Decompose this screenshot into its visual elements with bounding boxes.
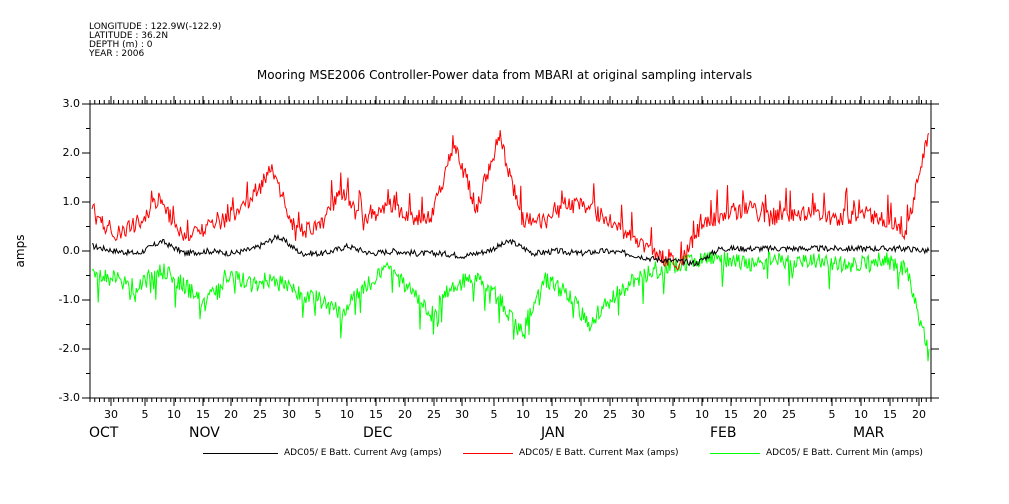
x-tick-label: 5 — [490, 408, 498, 421]
x-tick-label: 10 — [340, 408, 354, 421]
year-label: YEAR : 2006 — [89, 49, 145, 59]
legend-label-avg: ADC05/ E Batt. Current Avg (amps) — [284, 448, 442, 458]
x-tick-label: 15 — [724, 408, 738, 421]
month-label: JAN — [541, 425, 565, 441]
x-tick-label: 25 — [427, 408, 441, 421]
legend-swatch-avg — [203, 453, 278, 454]
series-line-avg — [91, 233, 930, 267]
x-tick-label: 25 — [253, 408, 267, 421]
x-tick-label: 25 — [603, 408, 617, 421]
longitude-label: LONGITUDE : 122.9W(-122.9) — [89, 22, 222, 32]
y-tick-label: 2.0 — [62, 146, 81, 159]
series-line-min — [91, 249, 930, 362]
x-tick-label: 25 — [782, 408, 796, 421]
y-tick-label: 3.0 — [62, 97, 81, 110]
x-tick-label: 15 — [369, 408, 383, 421]
x-tick-label: 20 — [912, 408, 926, 421]
x-tick-label: 30 — [282, 408, 296, 421]
chart-title: Mooring MSE2006 Controller-Power data fr… — [256, 68, 753, 82]
x-tick-label: 30 — [631, 408, 645, 421]
legend-swatch-max — [463, 453, 513, 454]
x-tick-label: 30 — [455, 408, 469, 421]
x-tick-label: 10 — [695, 408, 709, 421]
x-tick-label: 15 — [883, 408, 897, 421]
x-tick-label: 10 — [167, 408, 181, 421]
x-tick-label: 15 — [545, 408, 559, 421]
legend-label-max: ADC05/ E Batt. Current Max (amps) — [519, 448, 679, 458]
x-tick-label: 5 — [141, 408, 149, 421]
month-label: MAR — [853, 425, 885, 441]
y-tick-label: 0.0 — [62, 244, 81, 257]
x-tick-label: 30 — [104, 408, 118, 421]
depth-label: DEPTH (m) : 0 — [89, 40, 153, 50]
x-tick-label: 20 — [753, 408, 767, 421]
x-tick-label: 15 — [196, 408, 210, 421]
y-tick-label: 1.0 — [62, 195, 81, 208]
y-tick-label: -3.0 — [58, 391, 80, 404]
y-tick-label: -2.0 — [58, 342, 80, 355]
month-label: NOV — [189, 425, 220, 441]
month-label: OCT — [89, 425, 119, 441]
y-tick-label: -1.0 — [58, 293, 80, 306]
x-tick-label: 20 — [574, 408, 588, 421]
month-label: FEB — [710, 425, 737, 441]
x-tick-label: 10 — [854, 408, 868, 421]
x-tick-label: 10 — [516, 408, 530, 421]
x-tick-label: 5 — [669, 408, 677, 421]
legend-swatch-min — [710, 453, 760, 454]
x-tick-label: 20 — [224, 408, 238, 421]
x-tick-label: 5 — [314, 408, 322, 421]
series-line-max — [91, 130, 930, 270]
x-tick-label: 5 — [828, 408, 836, 421]
x-tick-label: 20 — [398, 408, 412, 421]
legend-label-min: ADC05/ E Batt. Current Min (amps) — [766, 448, 923, 458]
latitude-label: LATITUDE : 36.2N — [89, 31, 169, 41]
month-label: DEC — [363, 425, 393, 441]
